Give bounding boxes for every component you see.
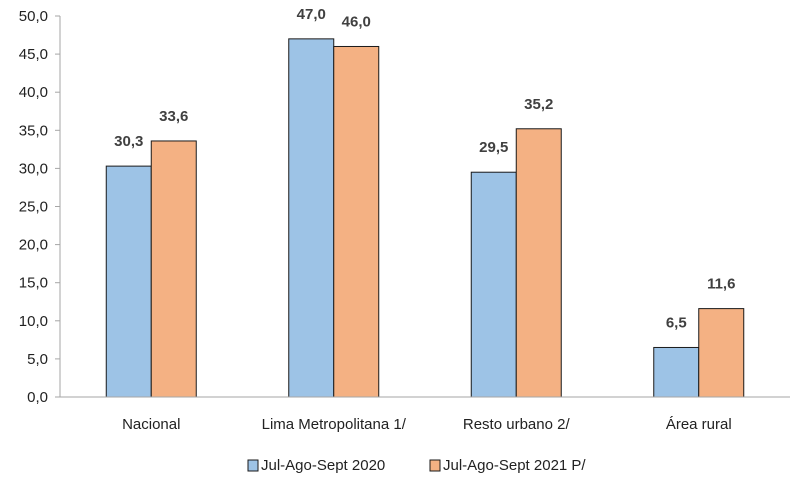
x-axis: Nacional Lima Metropolitana 1/Resto urban… [60,396,790,433]
data-label: 46,0 [342,13,371,30]
bar [105,165,152,398]
y-tick-label: 25,0 [19,199,48,216]
bar [698,308,745,398]
y-tick-label: 45,0 [19,46,48,63]
bar [515,128,562,398]
bar [288,38,335,398]
bar [333,45,380,398]
legend-swatch [429,459,441,472]
legend-label: Jul-Ago-Sept 2021 P/ [443,457,586,474]
legend-item: Jul-Ago-Sept 2021 P/ [429,457,586,474]
y-tick-label: 50,0 [19,8,48,25]
y-tick-label: 15,0 [19,275,48,292]
data-label: 33,6 [159,108,188,125]
y-tick-label: 30,0 [19,160,48,177]
data-label: 35,2 [524,96,553,113]
data-label: 29,5 [479,139,508,156]
y-tick-label: 10,0 [19,313,48,330]
y-tick-label: 0,0 [27,389,48,406]
legend: Jul-Ago-Sept 2020 Jul-Ago-Sept 2021 P/ [247,457,586,474]
data-label: 47,0 [297,6,326,23]
y-tick-label: 5,0 [27,351,48,368]
data-label: 30,3 [114,133,143,150]
y-axis: 0,0 5,0 10,0 15,0 20,0 25,0 30,0 35,0 40,0 45,0 50… [19,8,61,406]
bars [105,38,745,398]
x-category-label: Área rural [666,416,732,433]
bar [150,140,197,398]
x-category-label: Resto urbano 2/ [463,416,571,433]
legend-label: Jul-Ago-Sept 2020 [261,457,385,474]
data-label: 6,5 [666,314,687,331]
y-tick-label: 40,0 [19,84,48,101]
bar [653,346,700,398]
data-labels: 30,3 33,6 47,0 46,0 29,5 35,2 6,5 11,6 [114,6,735,332]
bar [470,171,517,398]
x-category-label: Lima Metropolitana 1/ [262,416,407,433]
data-label: 11,6 [707,276,735,293]
x-category-label: Nacional [122,416,180,433]
y-tick-label: 35,0 [19,122,48,139]
legend-item: Jul-Ago-Sept 2020 [247,457,385,474]
legend-swatch [247,459,259,472]
y-tick-label: 20,0 [19,237,48,254]
